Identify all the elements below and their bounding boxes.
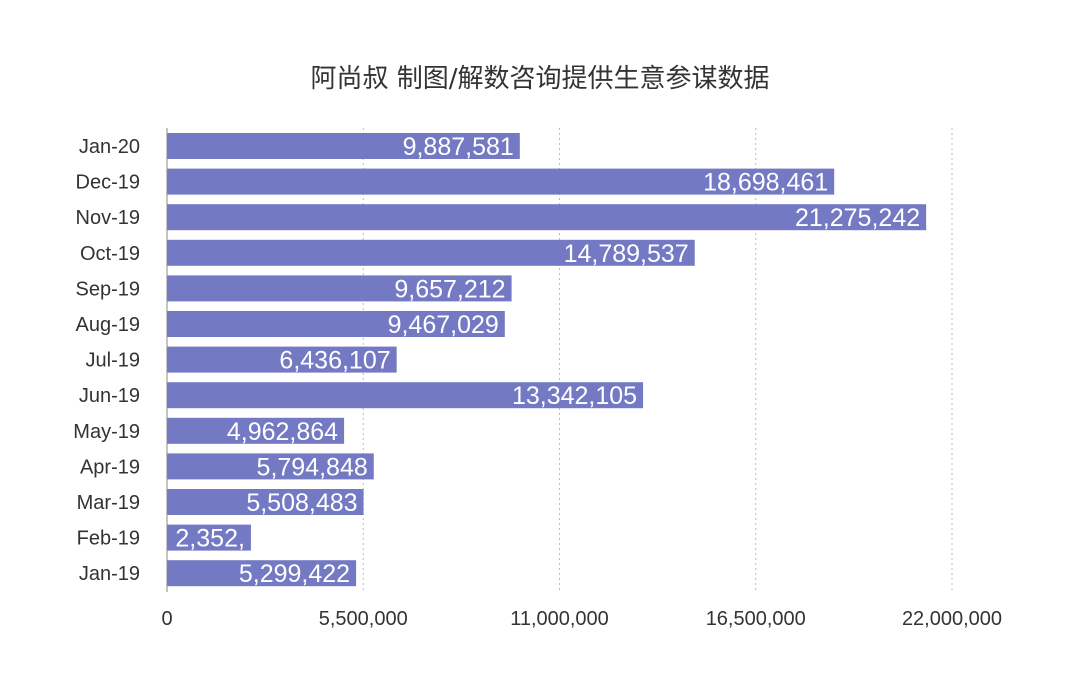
bar (167, 311, 505, 337)
y-tick-label: Feb-19 (77, 528, 140, 550)
y-tick-label: May-19 (73, 421, 140, 443)
data-label: 18,698,461 (703, 169, 828, 197)
y-tick-label: Jan-19 (79, 563, 140, 585)
bar (167, 453, 374, 480)
data-label: 9,467,029 (388, 311, 499, 339)
x-tick-label: 0 (161, 608, 172, 630)
y-tick-label: Jul-19 (86, 350, 140, 372)
bar (167, 417, 345, 444)
data-label: 13,342,105 (512, 382, 637, 410)
data-label: 2,352, (175, 525, 245, 553)
data-label: 14,789,537 (564, 240, 689, 268)
data-label: 5,794,848 (257, 453, 368, 481)
data-label: 5,299,422 (239, 560, 350, 588)
y-tick-label: Mar-19 (77, 492, 140, 514)
bar (167, 524, 251, 551)
bar (167, 239, 695, 266)
y-tick-label: Sep-19 (76, 278, 141, 300)
chart-title: 阿尚叔 制图/解数咨询提供生意参谋数据 (310, 64, 770, 94)
data-label: 9,657,212 (394, 275, 505, 303)
bar (167, 489, 364, 515)
bar (167, 275, 512, 302)
x-tick-label: 22,000,000 (902, 608, 1002, 630)
bar (167, 382, 644, 409)
y-tick-label: Jan-20 (79, 136, 140, 158)
x-tick-label: 16,500,000 (706, 608, 806, 630)
data-label: 4,962,864 (227, 418, 338, 446)
bar (167, 560, 357, 587)
bar (167, 133, 520, 159)
bar (167, 346, 397, 373)
data-label: 5,508,483 (246, 489, 357, 517)
y-tick-label: Dec-19 (76, 172, 140, 194)
x-tick-label: 11,000,000 (510, 608, 609, 630)
y-tick-label: Nov-19 (76, 207, 140, 229)
bar (167, 204, 927, 231)
y-tick-label: Apr-19 (80, 456, 140, 478)
y-tick-label: Jun-19 (79, 385, 140, 407)
data-label: 9,887,581 (403, 133, 514, 161)
bar (167, 168, 835, 195)
y-tick-label: Aug-19 (76, 314, 141, 336)
x-tick-label: 5,500,000 (319, 608, 408, 630)
y-tick-label: Oct-19 (80, 243, 140, 265)
data-label: 6,436,107 (279, 347, 390, 375)
data-label: 21,275,242 (795, 204, 920, 232)
